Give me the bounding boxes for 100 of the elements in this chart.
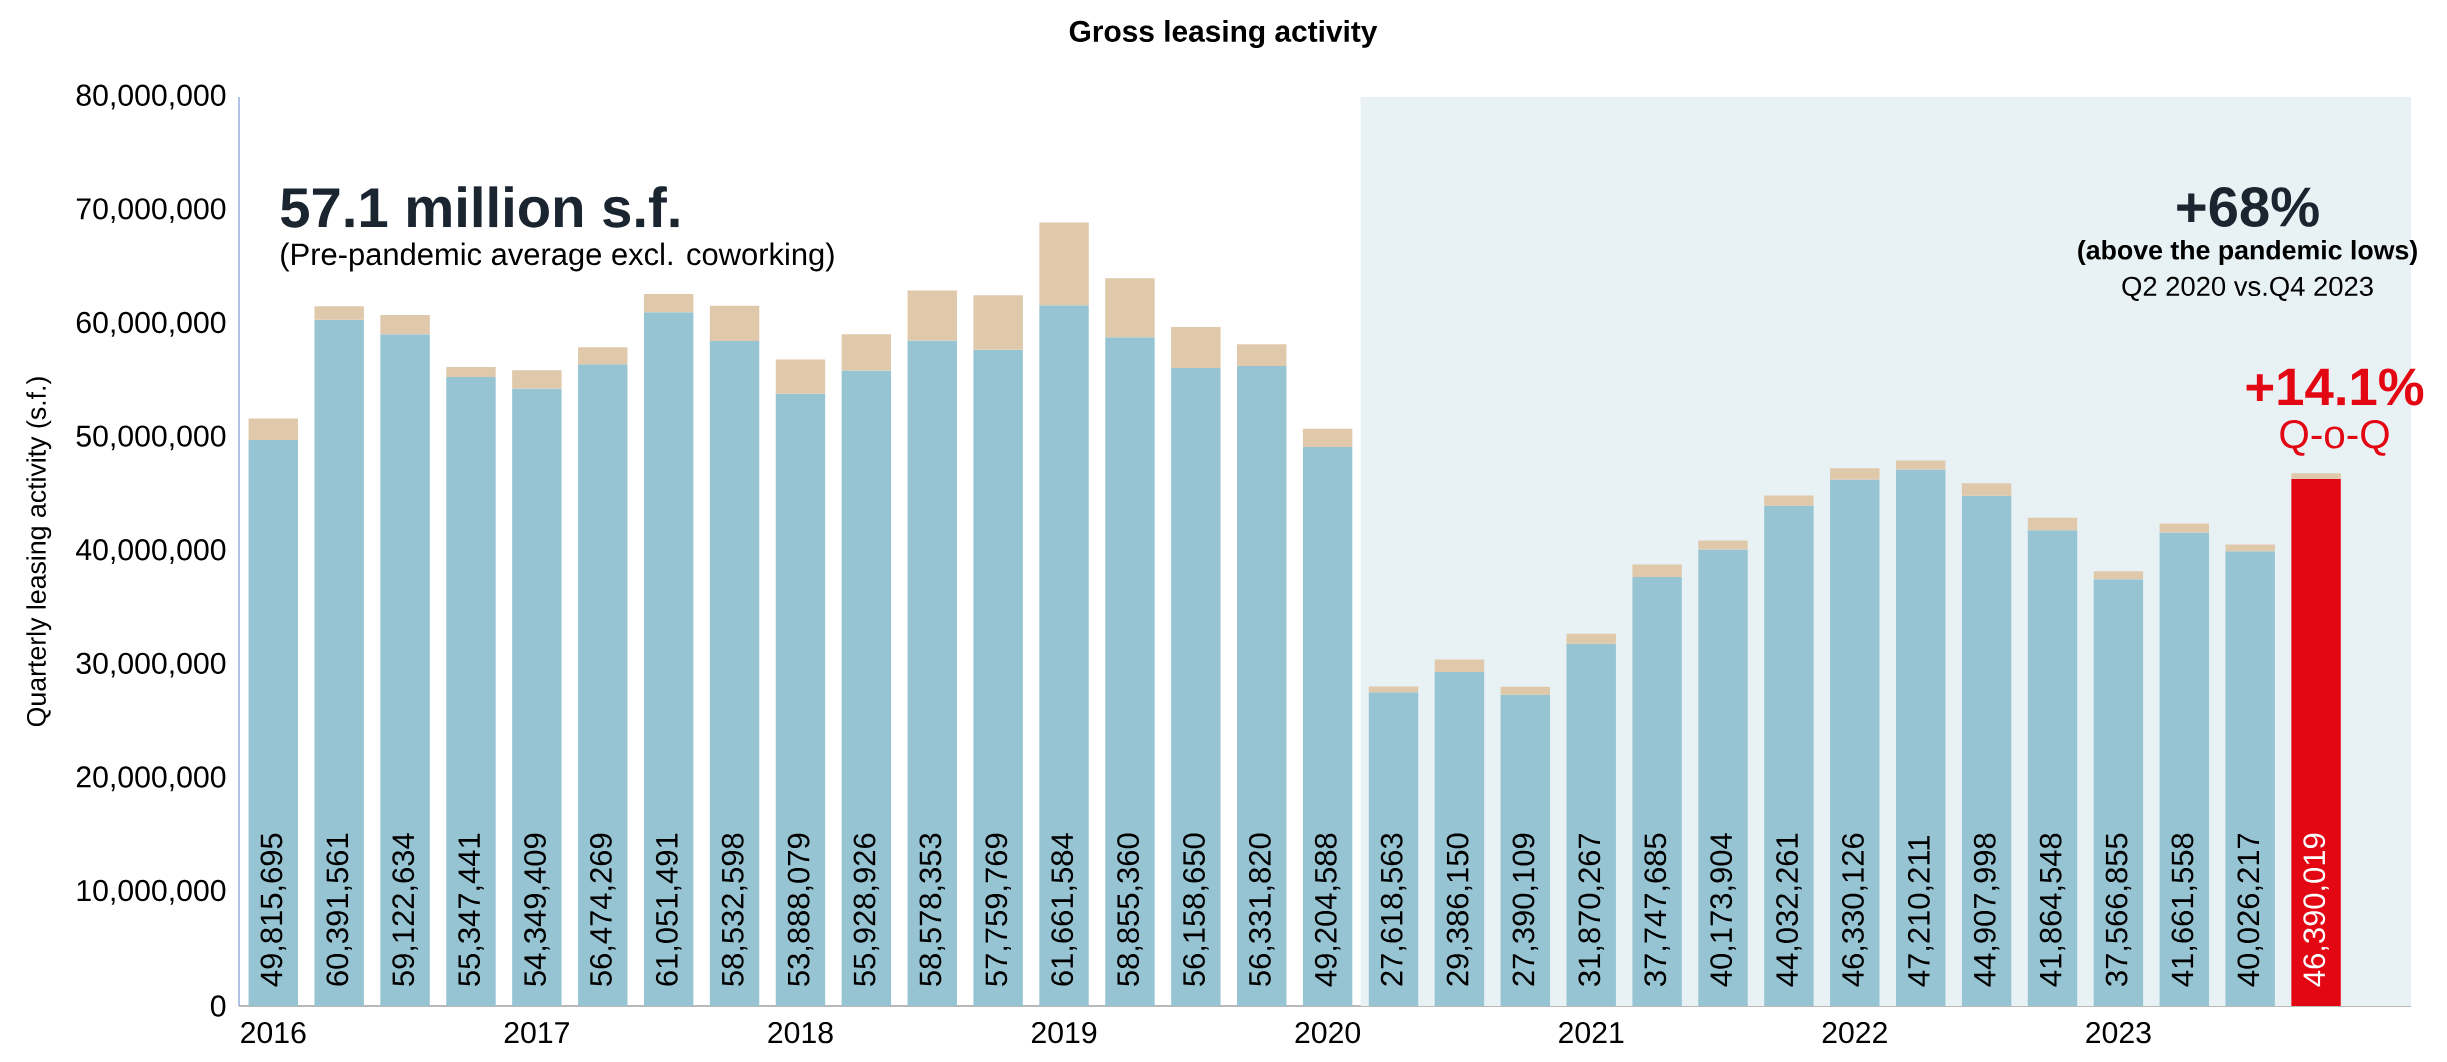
bar bbox=[2093, 579, 2144, 1006]
annotation: +68% bbox=[2177, 187, 2319, 227]
bar bbox=[1368, 692, 1419, 1006]
bar bbox=[709, 305, 760, 341]
bar bbox=[314, 306, 364, 320]
annotation: (Pre-pandemic average excl. coworking) bbox=[281, 242, 834, 272]
data-label: 61,661,584 bbox=[1051, 833, 1077, 986]
bar bbox=[578, 347, 628, 365]
bar bbox=[1698, 549, 1748, 1006]
data-label: 49,815,695 bbox=[260, 833, 287, 987]
chart-title: Gross leasing activity bbox=[1069, 19, 1378, 48]
annotation: (above the pandemic lows) bbox=[2078, 240, 2417, 265]
bar bbox=[2225, 544, 2275, 552]
x-tick-label: 2017 bbox=[504, 1021, 569, 1044]
data-label: 40,173,904 bbox=[1710, 833, 1736, 987]
bar bbox=[1764, 495, 1814, 506]
data-label: 31,870,267 bbox=[1578, 833, 1604, 986]
data-label: 60,391,561 bbox=[326, 833, 352, 986]
y-tick-label: 40,000,000 bbox=[76, 539, 226, 564]
bar bbox=[1237, 344, 1287, 366]
bar bbox=[1566, 643, 1616, 1006]
bar bbox=[1500, 686, 1551, 695]
bar bbox=[1302, 446, 1353, 1006]
bar bbox=[841, 370, 892, 1006]
x-tick-label: 2016 bbox=[241, 1021, 306, 1044]
data-label: 58,855,360 bbox=[1117, 833, 1143, 986]
bar bbox=[1830, 468, 1880, 480]
bar bbox=[380, 314, 430, 335]
data-label: 49,204,588 bbox=[1314, 833, 1341, 987]
data-label: 55,928,926 bbox=[853, 833, 880, 986]
bar bbox=[1764, 505, 1814, 1006]
bar bbox=[1039, 305, 1089, 1006]
data-label: 56,158,650 bbox=[1183, 833, 1209, 986]
bar bbox=[380, 334, 430, 1006]
bar bbox=[643, 294, 694, 313]
data-label: 56,474,269 bbox=[589, 833, 616, 986]
bar bbox=[1039, 222, 1089, 306]
x-tick-label: 2022 bbox=[1822, 1021, 1887, 1044]
bar bbox=[314, 319, 364, 1006]
bar bbox=[1302, 428, 1353, 447]
bar bbox=[841, 334, 892, 371]
bar bbox=[2027, 530, 2078, 1006]
bar bbox=[248, 418, 298, 440]
bar bbox=[709, 340, 760, 1006]
data-label: 57,759,769 bbox=[985, 833, 1011, 986]
bar bbox=[1961, 495, 2012, 1006]
bar bbox=[2291, 478, 2341, 1006]
data-label: 59,122,634 bbox=[392, 833, 418, 986]
y-tick-label: 30,000,000 bbox=[76, 652, 226, 678]
annotation: Q-o-Q bbox=[2280, 419, 2389, 456]
bar bbox=[1105, 278, 1155, 338]
data-label: 37,566,855 bbox=[2105, 833, 2132, 986]
bar bbox=[2093, 571, 2144, 580]
bar bbox=[1632, 564, 1682, 578]
bar bbox=[2159, 532, 2209, 1006]
y-tick-label: 60,000,000 bbox=[76, 311, 226, 337]
x-tick-label: 2020 bbox=[1295, 1021, 1361, 1044]
bar bbox=[1566, 633, 1616, 644]
bar bbox=[248, 439, 298, 1006]
x-tick-label: 2019 bbox=[1031, 1021, 1097, 1044]
data-label: 58,578,353 bbox=[919, 833, 946, 986]
data-label: 29,386,150 bbox=[1446, 833, 1473, 986]
bar bbox=[512, 370, 562, 389]
bar bbox=[1105, 337, 1155, 1006]
data-label: 58,532,598 bbox=[721, 833, 748, 986]
bar bbox=[907, 290, 957, 341]
bar bbox=[446, 377, 496, 1006]
y-axis-title: Quarterly leasing activity (s.f.) bbox=[26, 377, 52, 727]
y-tick-label: 20,000,000 bbox=[76, 766, 226, 792]
bar bbox=[512, 388, 562, 1006]
data-label: 46,330,126 bbox=[1842, 833, 1868, 987]
bar bbox=[446, 366, 496, 378]
bar bbox=[643, 312, 694, 1006]
bar bbox=[1434, 659, 1485, 673]
bar bbox=[1434, 672, 1485, 1006]
bar bbox=[1368, 686, 1419, 693]
data-label: 37,747,685 bbox=[1644, 833, 1670, 986]
bar bbox=[578, 364, 628, 1006]
data-label: 44,907,998 bbox=[1973, 833, 2000, 987]
annotation: 57.1 million s.f. bbox=[280, 186, 679, 228]
data-label: 54,349,409 bbox=[524, 833, 550, 986]
bar bbox=[2291, 473, 2341, 479]
bar bbox=[973, 295, 1023, 350]
bar bbox=[1171, 326, 1221, 368]
y-tick-label: 0 bbox=[210, 995, 226, 1017]
annotation: +14.1% bbox=[2246, 368, 2424, 406]
data-label: 47,210,211 bbox=[1907, 836, 1934, 987]
y-tick-label: 50,000,000 bbox=[76, 425, 226, 451]
bar bbox=[1500, 694, 1551, 1006]
bar bbox=[1171, 367, 1221, 1006]
bar bbox=[2159, 523, 2209, 533]
data-label: 53,888,079 bbox=[787, 833, 814, 986]
bar bbox=[1698, 540, 1748, 550]
data-label: 44,032,261 bbox=[1776, 833, 1802, 987]
bar bbox=[907, 340, 957, 1006]
bar bbox=[775, 393, 826, 1006]
bar bbox=[2225, 551, 2275, 1006]
data-label: 41,661,558 bbox=[2171, 833, 2198, 987]
data-label: 56,331,820 bbox=[1248, 833, 1275, 986]
annotation: Q2 2020 vs.Q4 2023 bbox=[2122, 276, 2373, 301]
